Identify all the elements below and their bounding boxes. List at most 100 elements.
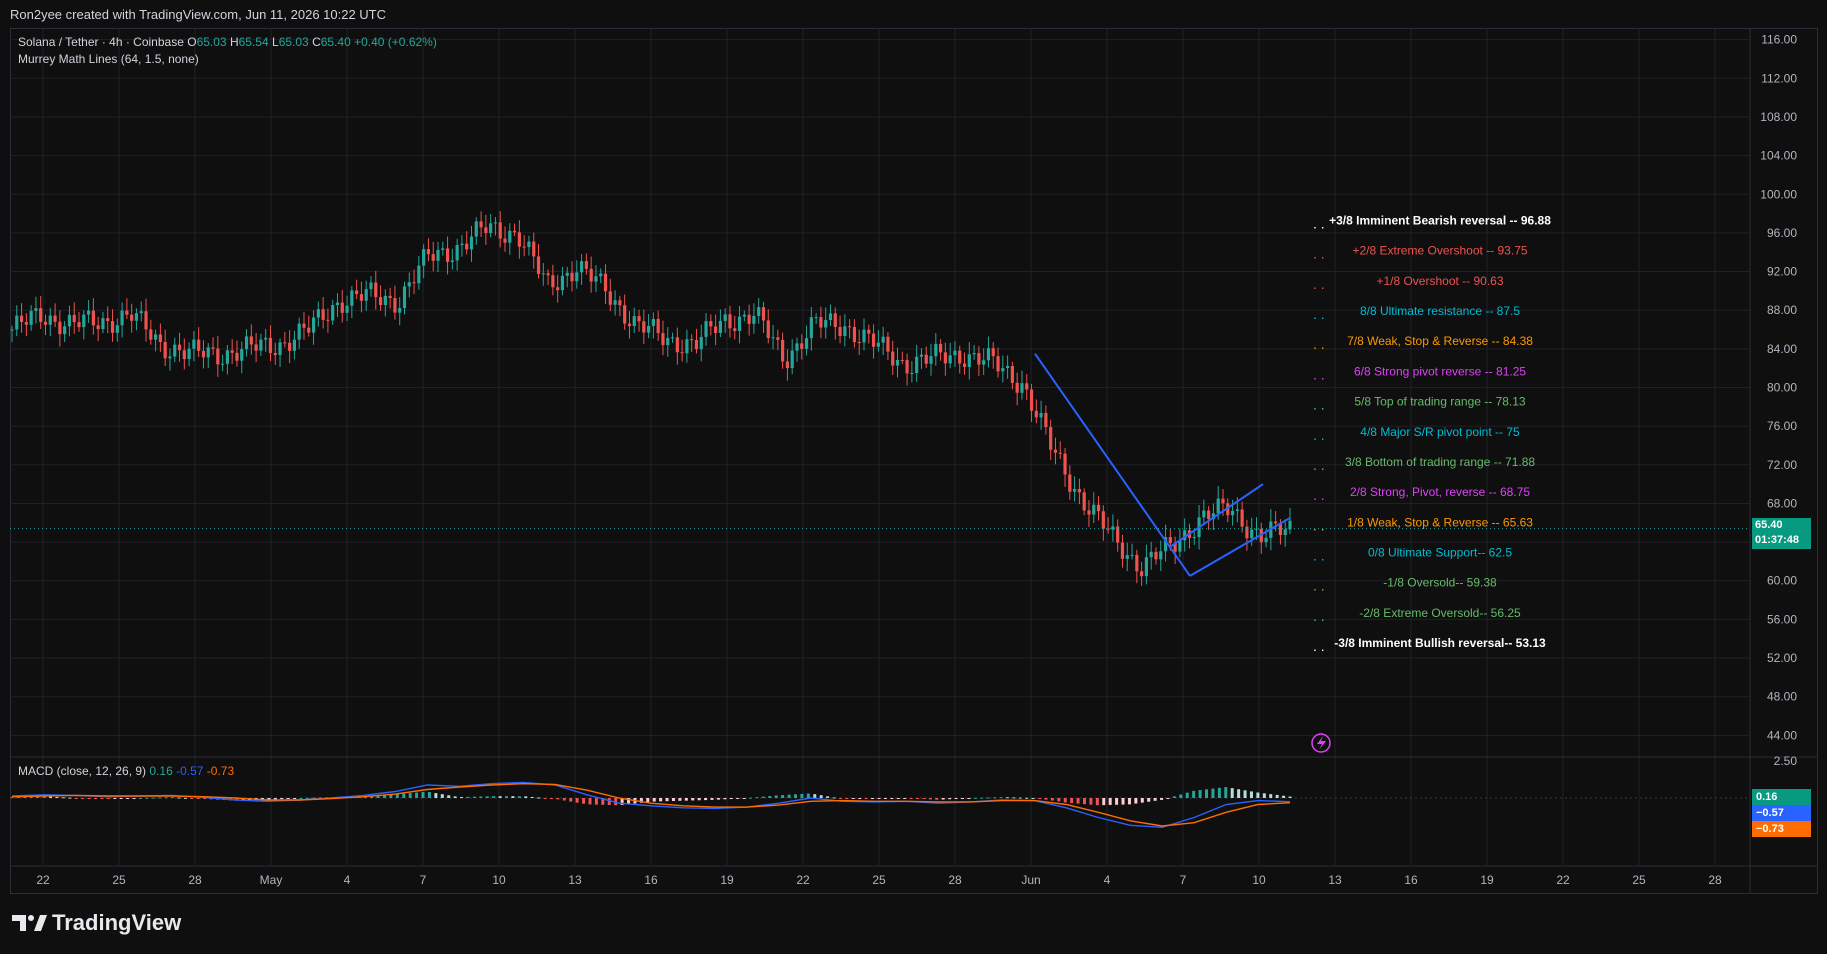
macd-histogram-bar	[813, 794, 817, 798]
macd-histogram-bar	[549, 798, 553, 799]
murrey-label: 0/8 Ultimate Support-- 62.5	[1368, 546, 1512, 560]
candle-body	[613, 300, 617, 305]
macd-histogram-bar	[1179, 794, 1183, 798]
candle-body	[225, 350, 229, 364]
murrey-dot: . .	[1313, 276, 1325, 292]
chart-canvas[interactable]: 116.00 112.00 108.00 104.00 100.00 96.00 92.00…	[0, 0, 1827, 894]
candle-body	[575, 272, 579, 282]
macd-histogram-bar	[562, 798, 566, 801]
candle-body	[594, 276, 598, 282]
candle-body	[522, 246, 526, 248]
macd-histogram-bar	[749, 797, 753, 799]
x-tick-label: 19	[1480, 873, 1494, 887]
macd-histogram-bar	[999, 797, 1003, 799]
y-tick-label: 56.00	[1767, 612, 1797, 626]
candle-body	[216, 348, 220, 365]
candle-body	[800, 343, 804, 349]
candle-body	[326, 319, 330, 321]
candle-body	[608, 291, 612, 305]
candle-body	[498, 222, 502, 239]
macd-histogram-bar	[1134, 798, 1138, 804]
candle-body	[642, 321, 646, 333]
candle-body	[1288, 520, 1292, 530]
macd-histogram-bar	[697, 798, 701, 801]
macd-histogram-bar	[1166, 798, 1170, 799]
low-label: L	[272, 35, 279, 49]
candle-body	[871, 333, 876, 347]
macd-histogram-bar	[16, 796, 20, 798]
trendline[interactable]	[1169, 483, 1264, 548]
candle-body	[795, 343, 799, 351]
candle-body	[579, 261, 584, 273]
candle-body	[249, 336, 253, 345]
macd-histogram-bar	[793, 794, 797, 798]
trendline[interactable]	[1189, 517, 1291, 577]
symbol-name[interactable]: Solana / Tether · 4h · Coinbase	[18, 35, 184, 49]
candle-body	[115, 325, 119, 333]
y-tick-label: 52.00	[1767, 651, 1797, 665]
y-tick-label: 84.00	[1767, 342, 1797, 356]
candle-body	[331, 305, 335, 321]
macd-histogram-bar	[883, 798, 887, 799]
candle-body	[886, 336, 890, 352]
candle-body	[1230, 510, 1235, 516]
murrey-label: +1/8 Overshoot -- 90.63	[1376, 274, 1503, 288]
macd-histogram-bar	[10, 797, 14, 799]
candle-body	[1111, 526, 1115, 530]
candle-body	[919, 354, 924, 357]
macd-histogram-bar	[691, 798, 695, 801]
candle-body	[843, 326, 847, 337]
candle-body	[15, 315, 19, 330]
candle-body	[536, 256, 541, 274]
indicator-label[interactable]: Murrey Math Lines (64, 1.5, none)	[18, 52, 199, 66]
candle-body	[972, 353, 976, 355]
candle-body	[177, 344, 182, 351]
macd-histogram-bar	[1217, 787, 1221, 798]
x-tick-label: 10	[492, 873, 506, 887]
candle-body	[1221, 498, 1225, 504]
y-tick-label: 112.00	[1761, 71, 1797, 85]
candle-body	[527, 241, 531, 247]
candle-body	[130, 314, 134, 321]
candle-body	[1044, 412, 1048, 428]
macd-histogram-bar	[29, 796, 33, 798]
candle-body	[623, 305, 627, 324]
macd-histogram-bar	[1256, 792, 1260, 798]
candle-body	[1245, 526, 1249, 539]
macd-histogram-bar	[665, 798, 669, 802]
macd-histogram-bar	[1262, 793, 1266, 798]
candle-body	[144, 311, 148, 330]
macd-histogram-bar	[408, 793, 412, 798]
macd-label[interactable]: MACD (close, 12, 26, 9)	[18, 764, 147, 778]
candle-body	[828, 313, 833, 321]
murrey-label: 5/8 Top of trading range -- 78.13	[1354, 395, 1526, 409]
macd-histogram-bar	[871, 798, 875, 799]
candle-body	[182, 350, 186, 360]
lightning-icon-bolt	[1317, 736, 1326, 750]
chart-frame[interactable]	[10, 28, 1818, 894]
macd-histogram-bar	[826, 796, 830, 798]
candle-body	[814, 317, 818, 319]
macd-histogram-bar	[1089, 798, 1093, 805]
candle-body	[120, 310, 124, 326]
macd-histogram-bar	[498, 796, 502, 798]
lightning-icon[interactable]	[1311, 733, 1331, 753]
candle-body	[211, 347, 215, 349]
macd-histogram-bar	[36, 796, 40, 798]
candle-body	[714, 326, 718, 333]
macd-histogram-bar	[293, 798, 297, 799]
macd-histogram-bar	[132, 798, 136, 799]
tradingview-logo[interactable]: TradingView	[12, 910, 181, 936]
macd-histogram-bar	[113, 798, 117, 799]
macd-histogram-bar	[1205, 789, 1209, 798]
macd-histogram-bar	[1288, 796, 1292, 798]
macd-histogram-bar	[42, 796, 46, 798]
macd-histogram-bar	[421, 792, 425, 798]
macd-histogram-bar	[49, 796, 53, 798]
trendline[interactable]	[1034, 353, 1191, 577]
candle-body	[1101, 511, 1105, 529]
macd-histogram-bar	[106, 798, 110, 799]
candle-body	[776, 337, 780, 340]
candle-body	[1235, 509, 1239, 511]
y-tick-label: 68.00	[1767, 496, 1797, 510]
